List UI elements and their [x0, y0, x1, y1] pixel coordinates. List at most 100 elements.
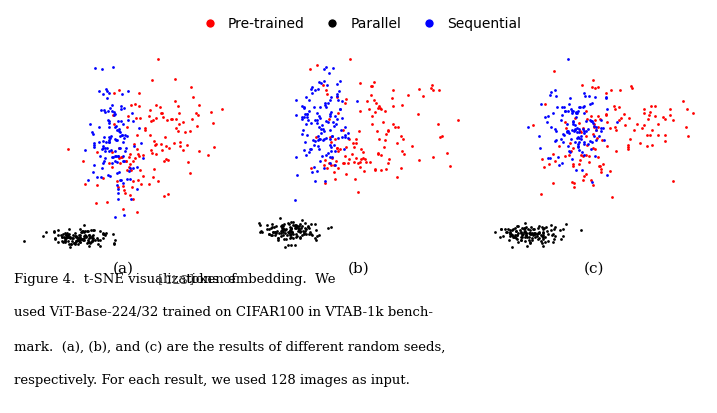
Point — [114, 132, 125, 139]
Point — [143, 113, 154, 120]
Point — [166, 115, 177, 122]
Point — [280, 225, 292, 232]
Point — [128, 142, 140, 149]
Point — [311, 120, 323, 127]
Point — [357, 149, 369, 155]
Point — [406, 143, 417, 150]
Point — [300, 152, 312, 158]
Point — [134, 90, 146, 97]
Point — [324, 113, 336, 119]
Point — [652, 131, 664, 138]
Point — [98, 174, 109, 181]
Point — [348, 158, 360, 165]
Point — [609, 106, 621, 113]
Point — [76, 236, 87, 242]
Point — [157, 114, 168, 121]
Point — [288, 218, 299, 225]
Point — [333, 135, 344, 141]
Point — [153, 177, 164, 184]
Point — [312, 61, 323, 68]
Point — [339, 132, 351, 138]
Point — [574, 138, 585, 145]
Point — [545, 227, 556, 234]
Point — [506, 232, 518, 238]
Point — [100, 138, 112, 145]
Point — [607, 194, 618, 200]
Point — [56, 238, 67, 244]
Point — [327, 119, 338, 125]
Point — [506, 232, 518, 239]
Point — [91, 234, 103, 241]
Point — [592, 112, 604, 119]
Point — [581, 141, 593, 148]
Point — [645, 108, 656, 115]
Point — [284, 231, 295, 238]
Point — [75, 236, 86, 243]
Point — [533, 235, 544, 242]
Point — [178, 119, 189, 126]
Point — [566, 109, 577, 116]
Point — [119, 147, 130, 154]
Point — [549, 157, 561, 164]
Point — [320, 152, 332, 158]
Point — [110, 157, 121, 164]
Point — [92, 149, 103, 156]
Point — [275, 228, 286, 234]
Point — [562, 128, 574, 134]
Point — [127, 118, 138, 124]
Point — [62, 234, 74, 240]
Point — [521, 230, 532, 237]
Point — [287, 228, 298, 235]
Point — [303, 117, 314, 123]
Point — [398, 150, 409, 157]
Point — [548, 179, 559, 186]
Point — [105, 105, 116, 112]
Point — [300, 94, 312, 101]
Point — [576, 125, 588, 132]
Point — [569, 180, 580, 187]
Point — [595, 125, 607, 131]
Point — [106, 148, 118, 155]
Point — [425, 85, 437, 92]
Point — [573, 108, 584, 114]
Point — [304, 230, 315, 237]
Point — [113, 128, 125, 134]
Point — [314, 103, 326, 110]
Point — [588, 121, 599, 127]
Point — [519, 238, 531, 244]
Point — [570, 115, 581, 121]
Point — [73, 232, 85, 239]
Point — [284, 224, 295, 230]
Point — [593, 83, 604, 90]
Point — [360, 159, 371, 166]
Point — [609, 123, 621, 130]
Point — [332, 110, 343, 116]
Point — [69, 241, 80, 247]
Point — [548, 110, 559, 117]
Point — [332, 93, 343, 99]
Point — [521, 242, 532, 249]
Point — [298, 147, 310, 153]
Point — [626, 85, 637, 91]
Point — [559, 107, 571, 114]
Point — [182, 159, 194, 166]
Point — [64, 234, 75, 241]
Point — [361, 97, 373, 104]
Point — [548, 236, 559, 242]
Point — [89, 142, 100, 148]
Point — [104, 173, 115, 179]
Point — [324, 126, 336, 133]
Point — [52, 227, 63, 233]
Point — [261, 226, 272, 233]
Point — [300, 231, 312, 237]
Point — [166, 116, 178, 122]
Point — [125, 192, 136, 198]
Point — [587, 119, 599, 126]
Point — [63, 231, 75, 237]
Point — [645, 103, 657, 109]
Point — [98, 107, 110, 113]
Point — [323, 225, 334, 231]
Point — [155, 110, 166, 116]
Point — [589, 117, 600, 123]
Point — [320, 180, 331, 187]
